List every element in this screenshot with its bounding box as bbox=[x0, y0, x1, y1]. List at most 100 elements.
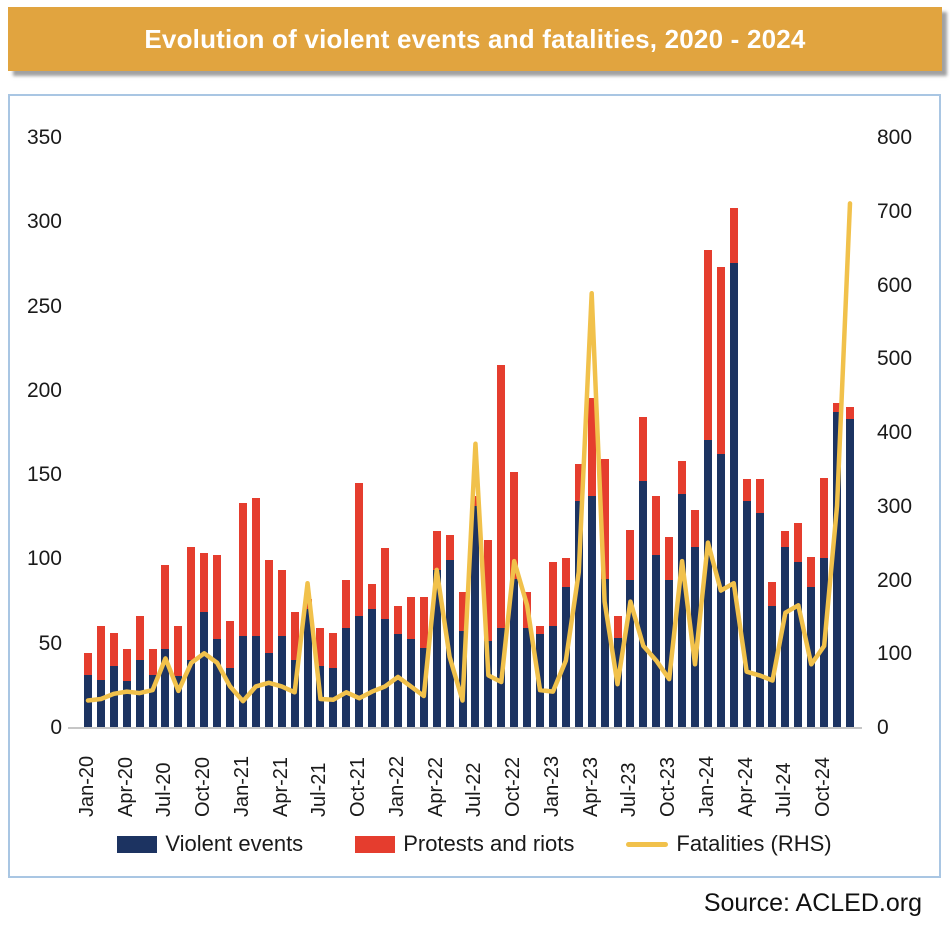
protests-riots-bar bbox=[639, 416, 648, 481]
protests-riots-bar bbox=[381, 548, 390, 620]
violent-events-bar bbox=[678, 494, 687, 729]
protests-riots-bar bbox=[794, 523, 803, 562]
violent-events-bar bbox=[277, 635, 286, 729]
protests-riots-bar bbox=[226, 620, 235, 668]
x-axis-line bbox=[68, 727, 862, 729]
violent-events-bar bbox=[523, 627, 532, 729]
violent-events-bar bbox=[471, 506, 480, 729]
violent-events-bar bbox=[316, 666, 325, 729]
violent-events-bar bbox=[355, 615, 364, 729]
violent-events-bar bbox=[665, 580, 674, 729]
x-axis-tick: Oct-22 bbox=[502, 756, 525, 817]
protests-riots-bar bbox=[536, 625, 545, 635]
violent-events-bar bbox=[161, 649, 170, 729]
y-axis-right-tick: 500 bbox=[877, 347, 913, 371]
violent-events-bar bbox=[148, 674, 157, 729]
violent-events-bar bbox=[716, 453, 725, 729]
violent-events-bar bbox=[213, 639, 222, 729]
x-axis-tick: Oct-23 bbox=[657, 756, 680, 817]
protests-riots-bar bbox=[122, 649, 131, 682]
legend-label: Violent events bbox=[165, 831, 304, 856]
y-axis-left-tick: 300 bbox=[26, 210, 62, 234]
violent-events-bar bbox=[613, 637, 622, 729]
violent-events-bar bbox=[600, 578, 609, 729]
violent-events-bar bbox=[368, 609, 377, 729]
protests-riots-bar bbox=[432, 531, 441, 571]
violent-events-bar bbox=[458, 630, 467, 729]
fatalities-line-swatch-icon bbox=[626, 841, 669, 847]
violent-events-bar bbox=[807, 587, 816, 729]
protests-riots-bar bbox=[393, 605, 402, 635]
protests-riots-bar bbox=[716, 266, 725, 454]
y-axis-right-tick: 600 bbox=[877, 273, 913, 297]
violent-events-bar bbox=[445, 560, 454, 729]
violent-events-bar bbox=[639, 480, 648, 729]
protests-riots-bar bbox=[845, 406, 854, 419]
violent-events-bar bbox=[548, 625, 557, 729]
protests-riots-bar bbox=[574, 464, 583, 502]
x-axis-tick: Jan-23 bbox=[540, 755, 563, 817]
source-attribution: Source: ACLED.org bbox=[703, 889, 922, 917]
violent-events-bar bbox=[794, 561, 803, 729]
protests-riots-swatch-icon bbox=[355, 835, 396, 853]
violent-events-bar bbox=[406, 639, 415, 729]
legend: Violent events Protests and riots Fatali… bbox=[8, 826, 941, 862]
violent-events-bar bbox=[432, 570, 441, 729]
protests-riots-bar bbox=[497, 364, 506, 628]
protests-riots-bar bbox=[135, 615, 144, 660]
protests-riots-bar bbox=[510, 472, 519, 579]
legend-item-protests-riots: Protests and riots bbox=[355, 831, 574, 857]
violent-events-bar bbox=[303, 609, 312, 729]
protests-riots-bar bbox=[290, 612, 299, 660]
violent-events-bar bbox=[187, 659, 196, 729]
x-axis-tick: Oct-24 bbox=[812, 756, 835, 817]
violent-events-bar bbox=[845, 418, 854, 729]
violent-events-bar bbox=[587, 496, 596, 729]
violent-events-bar bbox=[742, 501, 751, 729]
protests-riots-bar bbox=[587, 398, 596, 497]
y-axis-left-tick: 150 bbox=[26, 463, 62, 487]
x-axis-tick: Jul-24 bbox=[773, 762, 796, 817]
y-axis-right-tick: 700 bbox=[877, 199, 913, 223]
violent-events-bar bbox=[393, 634, 402, 729]
violent-events-bar bbox=[109, 666, 118, 729]
x-axis-tick: Apr-23 bbox=[579, 756, 602, 817]
protests-riots-bar bbox=[187, 546, 196, 660]
y-axis-right-tick: 800 bbox=[877, 126, 913, 149]
violent-events-bar bbox=[290, 659, 299, 729]
legend-label: Fatalities (RHS) bbox=[676, 831, 832, 856]
y-axis-left-tick: 250 bbox=[26, 294, 62, 318]
x-axis-tick: Jan-22 bbox=[385, 755, 408, 817]
protests-riots-bar bbox=[316, 627, 325, 667]
protests-riots-bar bbox=[238, 502, 247, 636]
violent-events-bar bbox=[497, 627, 506, 729]
violent-events-bar bbox=[419, 647, 428, 729]
y-axis-left-tick: 200 bbox=[26, 378, 62, 402]
protests-riots-bar bbox=[665, 536, 674, 581]
protests-riots-bar bbox=[303, 598, 312, 609]
violent-events-swatch-icon bbox=[117, 835, 158, 853]
violent-events-bar bbox=[381, 619, 390, 729]
x-axis-tick: Jan-21 bbox=[230, 755, 253, 817]
violent-events-bar bbox=[820, 558, 829, 729]
y-axis-left-tick: 100 bbox=[26, 547, 62, 571]
protests-riots-bar bbox=[148, 649, 157, 675]
protests-riots-bar bbox=[355, 482, 364, 616]
legend-label: Protests and riots bbox=[403, 831, 575, 856]
protests-riots-bar bbox=[200, 553, 209, 613]
violent-events-bar bbox=[135, 659, 144, 729]
protests-riots-bar bbox=[109, 632, 118, 667]
x-axis-tick: Apr-24 bbox=[734, 756, 757, 817]
x-axis-tick: Jul-21 bbox=[308, 762, 331, 817]
x-axis-tick: Oct-20 bbox=[192, 756, 215, 817]
title-bar: Evolution of violent events and fataliti… bbox=[8, 7, 942, 71]
x-axis-tick: Jan-20 bbox=[76, 755, 98, 817]
x-axis-tick: Jul-22 bbox=[463, 762, 486, 817]
protests-riots-bar bbox=[820, 477, 829, 559]
protests-riots-bar bbox=[626, 529, 635, 581]
protests-riots-bar bbox=[691, 509, 699, 547]
y-axis-left-tick: 0 bbox=[50, 716, 62, 739]
protests-riots-bar bbox=[277, 570, 286, 636]
y-axis-left-tick: 50 bbox=[38, 631, 62, 655]
